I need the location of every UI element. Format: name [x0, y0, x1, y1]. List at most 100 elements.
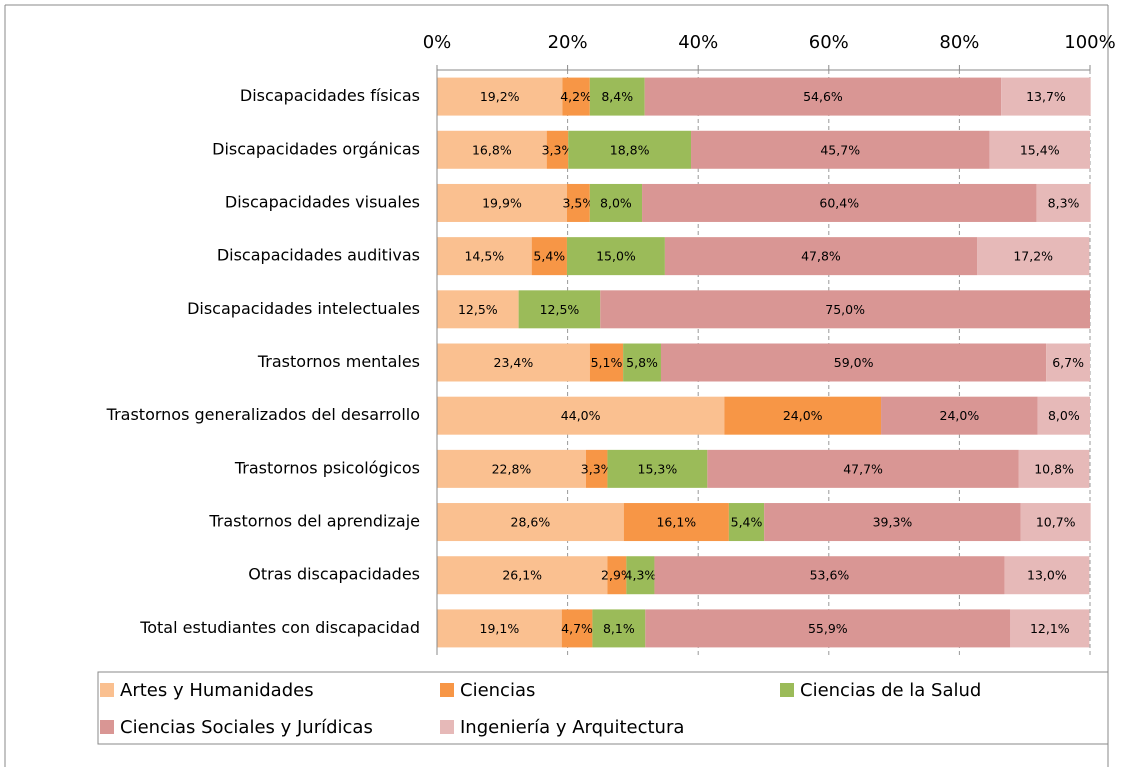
- bar-segment: [691, 130, 990, 169]
- legend-swatch: [100, 720, 114, 734]
- data-label: 8,3%: [1048, 195, 1080, 210]
- data-label: 54,6%: [803, 89, 843, 104]
- data-label: 19,9%: [482, 195, 522, 210]
- bar-segment: [664, 237, 978, 276]
- data-label: 5,4%: [533, 249, 565, 264]
- data-label: 39,3%: [873, 515, 913, 530]
- data-label: 10,7%: [1036, 515, 1076, 530]
- y-tick-label: Discapacidades auditivas: [217, 246, 420, 265]
- data-label: 22,8%: [492, 461, 532, 476]
- data-label: 19,1%: [480, 621, 520, 636]
- data-label: 44,0%: [561, 408, 601, 423]
- data-label: 47,7%: [843, 461, 883, 476]
- data-label: 15,3%: [638, 461, 678, 476]
- data-label: 24,0%: [783, 408, 823, 423]
- bar-segment: [531, 237, 567, 276]
- data-label: 24,0%: [940, 408, 980, 423]
- data-label: 10,8%: [1034, 461, 1074, 476]
- y-tick-label: Trastornos generalizados del desarrollo: [106, 405, 420, 424]
- bar-segment: [518, 290, 601, 329]
- x-tick-label: 100%: [1064, 32, 1115, 53]
- legend-label: Artes y Humanidades: [120, 680, 314, 701]
- y-tick-label: Trastornos del aprendizaje: [208, 512, 420, 531]
- bar-segment: [437, 343, 590, 382]
- bar-segment: [437, 503, 624, 542]
- bar-segment: [566, 237, 665, 276]
- bar-segment: [1036, 183, 1091, 222]
- legend-box: [97, 671, 1109, 745]
- x-tick-label: 80%: [939, 32, 979, 53]
- bar-segment: [437, 130, 547, 169]
- data-label: 4,3%: [625, 568, 657, 583]
- y-tick-label: Discapacidades orgánicas: [212, 139, 420, 158]
- bar-segment: [1010, 609, 1090, 648]
- bar-segment: [1046, 343, 1090, 382]
- data-label: 16,1%: [656, 515, 696, 530]
- bar-segment: [1018, 449, 1090, 488]
- legend-label: Ciencias: [460, 680, 535, 701]
- data-label: 3,5%: [562, 195, 594, 210]
- bar-segment: [644, 77, 1002, 116]
- data-label: 15,0%: [596, 249, 636, 264]
- data-label: 16,8%: [472, 142, 512, 157]
- data-label: 23,4%: [494, 355, 534, 370]
- bar-segment: [566, 183, 590, 222]
- data-label: 5,8%: [626, 355, 658, 370]
- bar-segment: [437, 449, 586, 488]
- data-label: 8,0%: [1048, 408, 1080, 423]
- data-label: 15,4%: [1020, 142, 1060, 157]
- bar-segment: [437, 237, 532, 276]
- data-label: 2,9%: [601, 568, 633, 583]
- y-tick-label: Trastornos mentales: [257, 352, 420, 371]
- data-label: 12,1%: [1030, 621, 1070, 636]
- bar-segment: [989, 130, 1090, 169]
- bar-segment: [977, 237, 1090, 276]
- bar-segment: [562, 77, 590, 116]
- data-label: 17,2%: [1013, 249, 1053, 264]
- data-label: 12,5%: [458, 302, 498, 317]
- bar-segment: [642, 183, 1037, 222]
- data-label: 8,0%: [600, 195, 632, 210]
- bar-segment: [764, 503, 1021, 542]
- data-label: 19,2%: [480, 89, 520, 104]
- bar-segment: [437, 77, 563, 116]
- bar-segment: [437, 290, 519, 329]
- bar-segment: [589, 183, 643, 222]
- data-label: 12,5%: [540, 302, 580, 317]
- data-label: 13,0%: [1027, 568, 1067, 583]
- x-tick-label: 60%: [809, 32, 849, 53]
- bar-segment: [585, 449, 608, 488]
- bar-segment: [437, 396, 725, 435]
- data-label: 60,4%: [819, 195, 859, 210]
- y-tick-label: Otras discapacidades: [248, 565, 420, 584]
- bar-segment: [568, 130, 692, 169]
- data-label: 3,3%: [542, 142, 574, 157]
- data-label: 26,1%: [502, 568, 542, 583]
- bar-segment: [561, 609, 593, 648]
- data-label: 18,8%: [610, 142, 650, 157]
- bar-segment: [1004, 556, 1090, 595]
- bar-segment: [1001, 77, 1091, 116]
- bar-segment: [881, 396, 1038, 435]
- data-label: 45,7%: [820, 142, 860, 157]
- bar-segment: [600, 290, 1090, 329]
- bar-segment: [546, 130, 569, 169]
- x-tick-label: 20%: [548, 32, 588, 53]
- y-tick-label: Discapacidades físicas: [240, 86, 420, 105]
- bar-segment: [1037, 396, 1090, 435]
- legend-swatch: [440, 720, 454, 734]
- y-tick-label: Total estudiantes con discapacidad: [139, 618, 420, 637]
- bar-segment: [589, 343, 624, 382]
- bar-segment: [589, 77, 645, 116]
- bar-segment: [607, 556, 627, 595]
- bar-segment: [437, 609, 562, 648]
- legend-label: Ciencias de la Salud: [800, 680, 981, 701]
- legend-label: Ingeniería y Arquitectura: [460, 717, 684, 738]
- x-tick-label: 40%: [678, 32, 718, 53]
- y-tick-label: Discapacidades visuales: [225, 192, 420, 211]
- bar-segment: [437, 183, 567, 222]
- data-label: 8,1%: [603, 621, 635, 636]
- bar-segment: [654, 556, 1005, 595]
- data-label: 8,4%: [601, 89, 633, 104]
